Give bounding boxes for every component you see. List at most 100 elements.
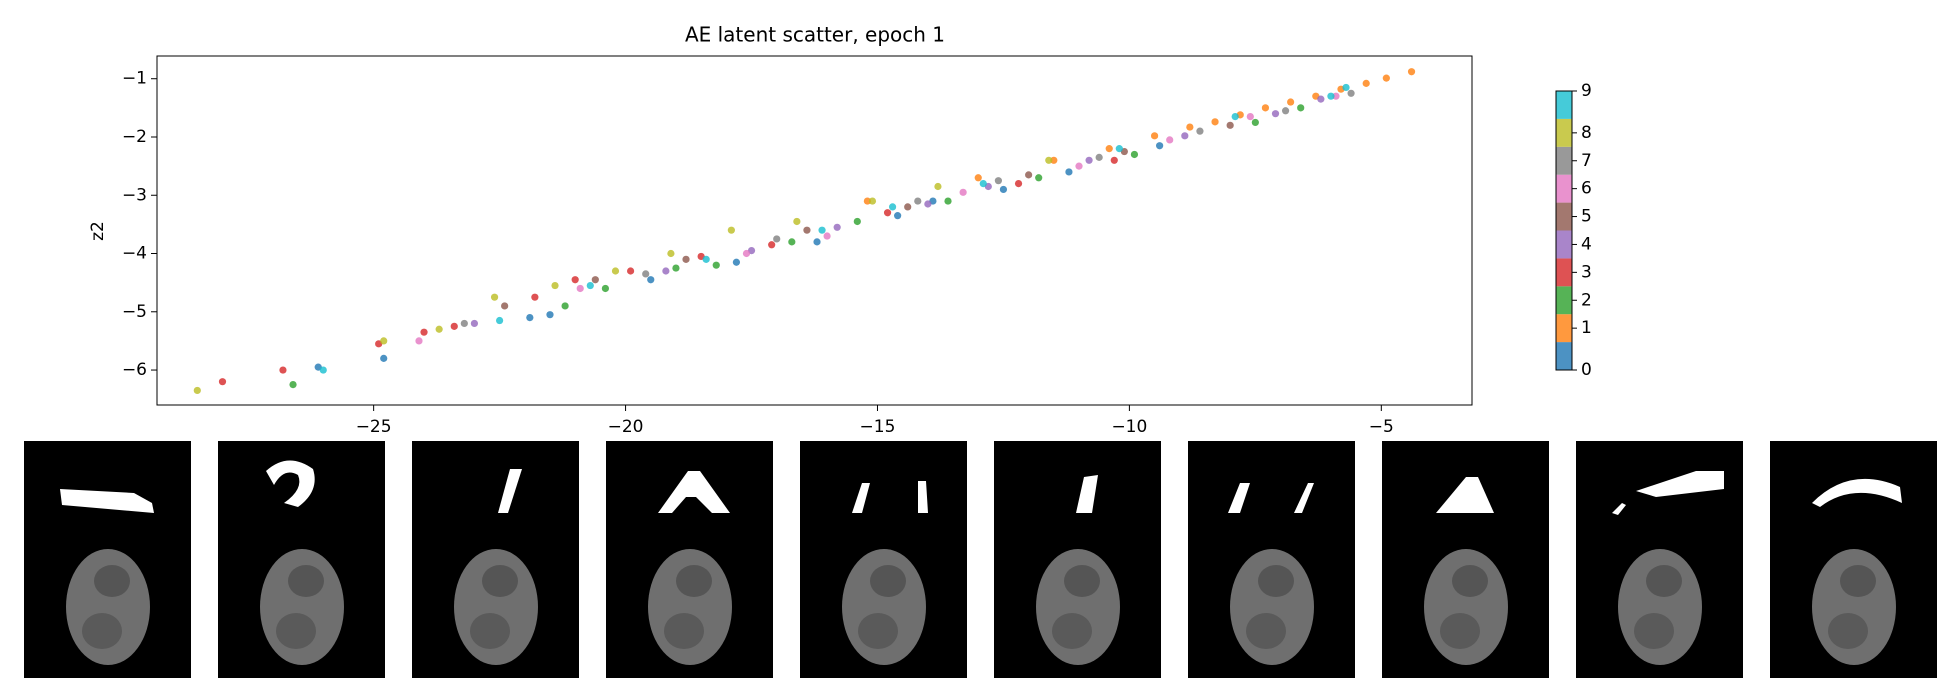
thumbnail-detail	[1828, 613, 1868, 649]
y-axis-label: z2	[88, 221, 108, 241]
point	[1287, 98, 1295, 106]
point	[702, 255, 710, 263]
colorbar-segment	[1556, 314, 1572, 343]
point	[490, 293, 499, 301]
thumbnail	[1188, 441, 1355, 678]
point	[193, 386, 201, 395]
thumbnail-detail	[664, 613, 704, 649]
thumbnail	[1576, 441, 1743, 678]
point	[712, 261, 720, 269]
point	[994, 177, 1002, 185]
point	[888, 203, 897, 211]
point	[380, 354, 388, 362]
thumbnail-detail	[1064, 565, 1100, 597]
point	[319, 366, 327, 374]
point	[1130, 150, 1139, 159]
thumbnail-input	[266, 460, 315, 507]
point	[1050, 156, 1058, 164]
thumbnail	[1382, 441, 1549, 678]
point	[647, 276, 655, 284]
point	[853, 217, 861, 226]
thumbnail-input	[1436, 477, 1494, 513]
point	[974, 174, 982, 182]
x-tick-label: −20	[608, 417, 644, 437]
point	[1156, 142, 1164, 150]
thumbnail	[412, 441, 579, 678]
x-tick-label: −25	[356, 417, 392, 437]
colorbar-segment	[1556, 258, 1572, 287]
point	[435, 325, 443, 333]
thumbnail-detail	[94, 565, 130, 597]
y-tick-label: −4	[122, 244, 147, 264]
point	[1362, 79, 1370, 87]
point	[1231, 112, 1239, 121]
point	[642, 270, 650, 278]
colorbar-segment	[1556, 174, 1572, 203]
point	[823, 232, 831, 240]
thumbnail-detail	[1840, 565, 1876, 597]
point	[571, 276, 579, 284]
point	[788, 238, 796, 246]
point	[1065, 168, 1073, 176]
point	[1014, 179, 1023, 188]
colorbar-label: 3	[1581, 262, 1592, 282]
point	[944, 197, 952, 205]
thumbnail-detail	[676, 565, 712, 597]
point	[1181, 132, 1189, 140]
colorbar-segment	[1556, 118, 1572, 147]
point	[1166, 136, 1174, 144]
point	[1075, 162, 1083, 170]
point	[1211, 118, 1219, 126]
point	[561, 302, 569, 310]
thumbnail-detail	[1646, 565, 1682, 597]
thumbnail-input	[498, 469, 522, 513]
point	[914, 197, 922, 205]
point	[667, 249, 675, 258]
thumbnail-detail	[482, 565, 518, 597]
point	[591, 276, 599, 284]
point	[1045, 156, 1053, 164]
point	[1095, 153, 1103, 161]
point	[833, 223, 841, 231]
point	[611, 267, 620, 275]
colorbar-segment	[1556, 230, 1572, 259]
point	[627, 267, 635, 275]
colorbar-label: 4	[1581, 234, 1592, 254]
point	[934, 182, 942, 191]
point	[959, 188, 967, 196]
thumbnail-input	[1612, 471, 1724, 515]
y-tick-label: −2	[122, 127, 147, 147]
point	[1382, 74, 1390, 82]
thumbnail	[1770, 441, 1937, 678]
point	[999, 185, 1008, 194]
point	[1035, 174, 1043, 182]
point	[289, 381, 297, 389]
point	[803, 226, 811, 234]
thumbnail-input	[60, 489, 154, 513]
point	[732, 258, 741, 266]
point	[727, 226, 735, 234]
point	[1025, 171, 1033, 179]
thumbnail-detail	[1246, 613, 1286, 649]
point	[601, 284, 610, 293]
colorbar-label: 2	[1581, 290, 1592, 310]
point	[894, 212, 902, 220]
point	[546, 311, 554, 319]
point	[1332, 92, 1340, 100]
colorbar-frame	[1555, 90, 1573, 371]
point	[1347, 89, 1355, 97]
point	[1110, 156, 1118, 164]
point	[415, 337, 423, 345]
colorbar-segment	[1556, 91, 1572, 119]
point	[904, 203, 912, 211]
y-tick-label: −3	[122, 185, 147, 205]
thumbnail	[994, 441, 1161, 678]
point	[450, 322, 458, 330]
colorbar-label: 9	[1581, 81, 1592, 101]
y-tick-label: −1	[122, 69, 147, 89]
thumbnail-input	[1228, 483, 1314, 513]
point	[1226, 121, 1234, 129]
point	[813, 238, 821, 246]
point	[1271, 110, 1280, 118]
